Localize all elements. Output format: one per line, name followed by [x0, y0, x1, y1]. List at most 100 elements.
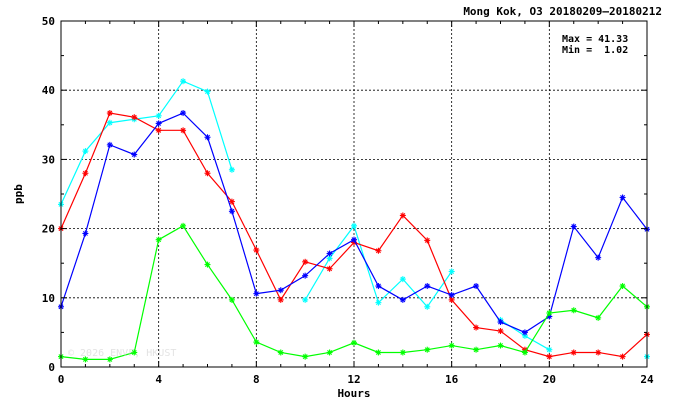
marker-stroke — [107, 110, 113, 116]
data-point — [228, 166, 235, 173]
data-point — [302, 353, 309, 360]
marker-stroke — [449, 343, 455, 349]
data-point — [619, 353, 626, 360]
marker-stroke — [424, 347, 430, 353]
data-point — [277, 349, 284, 356]
marker-stroke — [302, 297, 308, 303]
marker-stroke — [620, 194, 626, 200]
series-line — [304, 224, 453, 308]
grid — [61, 21, 647, 367]
data-point — [204, 261, 211, 268]
marker-stroke — [400, 276, 406, 282]
marker-stroke — [229, 167, 235, 173]
marker-stroke — [253, 247, 259, 253]
data-point — [131, 114, 138, 121]
data-point — [277, 287, 284, 294]
marker-stroke — [498, 319, 503, 325]
series-3 — [58, 110, 650, 336]
data-point — [448, 292, 455, 299]
data-point — [82, 148, 89, 155]
data-point — [180, 78, 187, 85]
marker-stroke — [595, 255, 601, 261]
data-point — [82, 170, 89, 177]
marker-stroke — [424, 237, 430, 243]
marker-stroke — [229, 297, 235, 303]
data-point — [595, 349, 602, 356]
data-point — [497, 319, 504, 326]
marker-stroke — [82, 356, 88, 362]
data-point — [131, 151, 138, 158]
y-tick-label: 30 — [42, 153, 55, 166]
x-tick-label: 20 — [543, 373, 556, 386]
data-point — [204, 134, 211, 141]
marker-stroke — [82, 148, 88, 154]
marker-stroke — [205, 89, 210, 95]
marker-stroke — [498, 328, 503, 334]
marker-stroke — [351, 223, 357, 229]
marker-stroke — [400, 349, 406, 355]
series-line — [60, 80, 233, 205]
marker-stroke — [327, 251, 333, 257]
data-point — [228, 208, 235, 215]
data-point — [277, 296, 284, 303]
marker-stroke — [546, 310, 552, 316]
marker-stroke — [229, 199, 235, 205]
data-point — [595, 314, 602, 321]
data-point — [375, 299, 382, 306]
marker-stroke — [302, 259, 308, 265]
x-tick-label: 24 — [640, 373, 654, 386]
marker-stroke — [546, 354, 552, 360]
marker-stroke — [546, 347, 552, 353]
data-point — [106, 141, 113, 148]
data-point — [546, 310, 553, 317]
data-point — [424, 346, 431, 353]
marker-stroke — [400, 212, 406, 218]
marker-stroke — [107, 142, 113, 148]
data-point — [302, 296, 309, 303]
marker-stroke — [302, 354, 308, 360]
marker-stroke — [302, 273, 308, 279]
x-tick-label: 8 — [253, 373, 260, 386]
data-point — [326, 265, 333, 272]
data-point — [473, 324, 480, 331]
marker-stroke — [351, 237, 357, 243]
marker-stroke — [82, 230, 88, 236]
marker-stroke — [278, 349, 284, 355]
x-tick-label: 0 — [58, 373, 65, 386]
marker-stroke — [620, 354, 626, 360]
marker-stroke — [498, 343, 503, 349]
x-axis-label: Hours — [337, 387, 370, 400]
y-tick-label: 50 — [42, 15, 55, 28]
marker-stroke — [205, 170, 210, 176]
marker-stroke — [375, 349, 381, 355]
marker-stroke — [400, 297, 406, 303]
marker-stroke — [375, 283, 381, 289]
data-point — [180, 222, 187, 229]
marker-stroke — [180, 110, 186, 116]
data-point — [82, 356, 89, 363]
marker-stroke — [327, 349, 333, 355]
marker-stroke — [375, 300, 381, 306]
data-point — [546, 353, 553, 360]
marker-stroke — [131, 152, 137, 158]
data-point — [570, 223, 577, 230]
chart-title: Mong Kok, O3 20180209–20180212 — [463, 5, 662, 18]
data-point — [326, 349, 333, 356]
data-point — [497, 342, 504, 349]
marker-stroke — [253, 291, 259, 297]
marker-stroke — [205, 134, 210, 140]
series-layer — [58, 78, 650, 363]
marker-stroke — [327, 255, 333, 261]
data-point — [399, 212, 406, 219]
data-point — [351, 339, 357, 346]
data-point — [180, 110, 187, 117]
marker-stroke — [107, 356, 113, 362]
marker-stroke — [156, 237, 162, 243]
x-tick-label: 12 — [347, 373, 360, 386]
marker-stroke — [327, 266, 333, 272]
data-point — [546, 346, 553, 353]
y-tick-label: 20 — [42, 223, 55, 236]
marker-stroke — [473, 347, 479, 353]
